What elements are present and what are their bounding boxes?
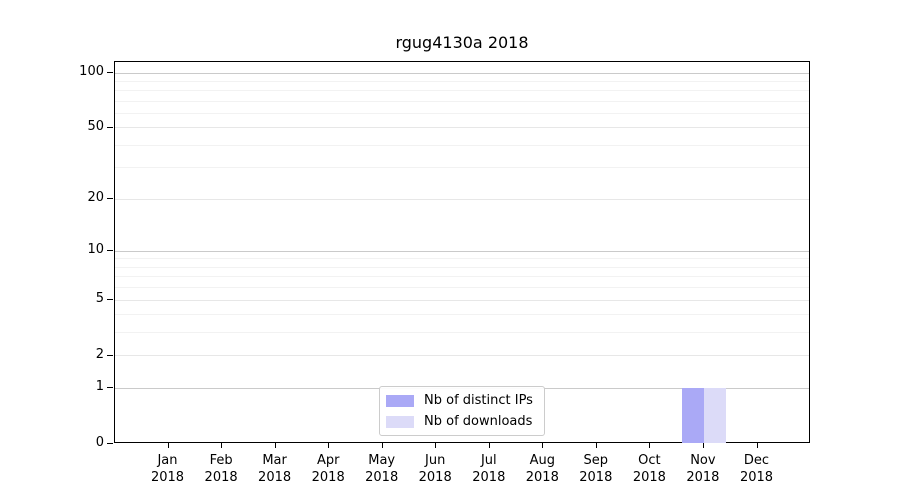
y-tick-label-1: 1 (95, 379, 104, 395)
bars-layer (115, 62, 809, 443)
chart-title: rgug4130a 2018 (395, 33, 529, 52)
y-tick-label-50: 50 (87, 118, 104, 134)
bar-nov-distinct-ips (681, 388, 704, 443)
x-tick-label-may: May 2018 (365, 453, 399, 485)
y-tick-label-20: 20 (87, 190, 104, 206)
gridline-y-90 (115, 80, 809, 82)
x-tick-label-jun: Jun 2018 (418, 453, 452, 485)
y-tick-100 (107, 72, 113, 73)
x-tick-feb (221, 443, 223, 448)
legend-entry-downloads: Nb of downloads (386, 414, 544, 430)
x-tick-label-jan: Jan 2018 (150, 453, 185, 485)
gridline-y-80 (115, 90, 809, 92)
x-tick-mar (274, 443, 276, 448)
legend-swatch-distinct-ips (386, 394, 414, 407)
gridline-y-8 (115, 266, 809, 268)
x-tick-dec (756, 443, 758, 448)
bar-nov-downloads (703, 388, 726, 443)
x-tick-nov (702, 443, 704, 448)
x-tick-jul (488, 443, 490, 448)
gridline-y-20 (115, 198, 809, 200)
gridline-y-30 (115, 167, 809, 169)
x-tick-may (381, 443, 383, 448)
x-tick-label-dec: Dec 2018 (739, 453, 774, 485)
y-tick-5 (107, 299, 113, 300)
y-tick-label-2: 2 (95, 346, 104, 362)
y-tick-2 (107, 354, 113, 356)
gridline-y-70 (115, 100, 809, 102)
gridline-y-7 (115, 276, 809, 278)
x-tick-label-feb: Feb 2018 (204, 453, 238, 485)
y-tick-1 (107, 387, 113, 389)
gridline-y-5 (115, 299, 809, 301)
x-tick-jan (167, 443, 169, 448)
gridline-y-3 (115, 332, 809, 334)
x-tick-label-oct: Oct 2018 (632, 453, 666, 485)
legend-swatch-downloads (386, 415, 414, 428)
gridline-y-4 (115, 314, 809, 316)
x-tick-aug (542, 443, 544, 448)
gridline-y-60 (115, 113, 809, 114)
y-tick-10 (107, 250, 113, 252)
legend-label-distinct-ips: Nb of distinct IPs (424, 392, 533, 408)
y-tick-label-10: 10 (87, 242, 104, 258)
legend: Nb of distinct IPs Nb of downloads (379, 386, 545, 436)
y-tick-label-5: 5 (95, 291, 104, 306)
gridline-y-50 (115, 127, 809, 129)
gridline-y-10 (115, 250, 809, 252)
x-tick-sep (595, 443, 597, 448)
gridline-y-9 (115, 258, 809, 260)
legend-entry-distinct-ips: Nb of distinct IPs (386, 393, 544, 409)
x-tick-apr (328, 443, 330, 448)
x-tick-label-nov: Nov 2018 (686, 453, 720, 485)
x-tick-jun (435, 443, 437, 448)
gridline-y-6 (115, 287, 809, 289)
y-tick-20 (107, 198, 113, 200)
y-tick-label-100: 100 (79, 64, 104, 79)
y-tick-label-0: 0 (95, 435, 104, 450)
y-tick-0 (107, 443, 113, 444)
legend-label-downloads: Nb of downloads (424, 413, 533, 429)
plot-area (114, 61, 810, 443)
x-tick-label-mar: Mar 2018 (258, 453, 292, 485)
x-tick-label-sep: Sep 2018 (579, 453, 613, 485)
gridline-y-40 (115, 145, 809, 146)
gridline-y-100 (115, 72, 809, 74)
gridline-y-2 (115, 355, 809, 357)
x-tick-oct (649, 443, 651, 448)
x-tick-label-aug: Aug 2018 (525, 453, 559, 485)
x-tick-label-apr: Apr 2018 (311, 453, 345, 485)
y-tick-50 (107, 126, 113, 128)
x-tick-label-jul: Jul 2018 (472, 453, 506, 485)
